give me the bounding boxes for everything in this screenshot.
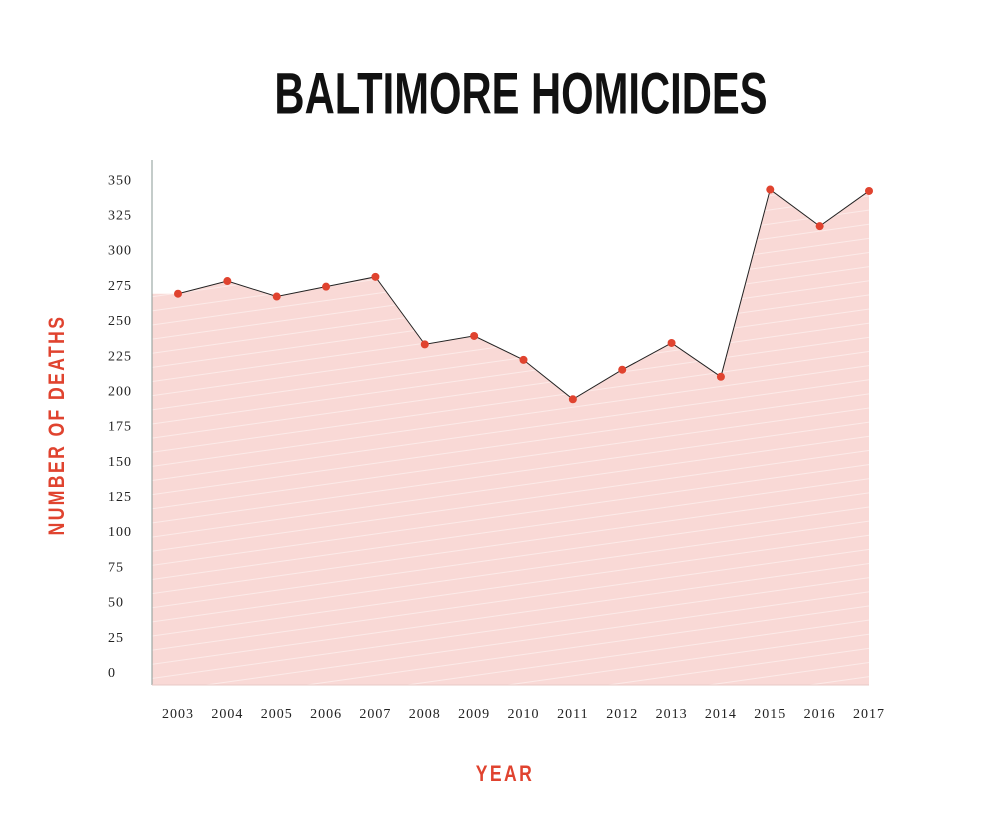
point: [568, 395, 577, 404]
x-tick-label: 2004: [211, 707, 243, 722]
point: [272, 292, 281, 301]
x-tick-label: 2008: [409, 707, 441, 722]
x-tick-label: 2013: [656, 707, 688, 722]
y-tick-label: 150: [108, 455, 132, 470]
point: [420, 340, 429, 349]
point: [815, 222, 824, 231]
y-tick-label: 275: [108, 279, 132, 294]
point: [716, 372, 725, 381]
y-tick-label: 250: [108, 314, 132, 329]
x-tick-label: 2012: [606, 707, 638, 722]
point: [865, 186, 873, 195]
point: [223, 277, 232, 286]
y-tick-label: 125: [108, 490, 132, 505]
y-axis-label: NUMBER OF DEATHS: [45, 315, 69, 536]
x-tick-label: 2016: [804, 707, 836, 722]
x-tick-label: 2010: [508, 707, 540, 722]
y-tick-label: 300: [108, 244, 132, 259]
point: [766, 185, 775, 194]
y-tick-label: 25: [108, 631, 124, 646]
y-tick-label: 175: [108, 420, 132, 435]
point: [618, 365, 627, 374]
x-tick-label: 2011: [557, 707, 588, 722]
x-tick-label: 2007: [359, 707, 391, 722]
y-tick-label: 225: [108, 349, 132, 364]
y-tick-label: 200: [108, 384, 132, 399]
chart-title: BALTIMORE HOMICIDES: [274, 61, 767, 126]
x-tick-label: 2009: [458, 707, 490, 722]
x-tick-label: 2017: [853, 707, 885, 722]
point: [470, 331, 479, 340]
y-tick-label: 325: [108, 209, 132, 224]
x-tick-label: 2014: [705, 707, 737, 722]
x-tick-label: 2015: [754, 707, 786, 722]
y-tick-label: 50: [108, 596, 124, 611]
point: [174, 289, 182, 298]
point: [371, 272, 380, 281]
point: [322, 282, 331, 291]
x-tick-label: 2005: [261, 707, 293, 722]
y-tick-label: 75: [108, 560, 124, 575]
y-tick-label: 0: [108, 666, 116, 681]
point: [667, 338, 676, 347]
x-tick-label: 2003: [162, 707, 194, 722]
area-texture: [152, 189, 869, 685]
point: [519, 355, 528, 364]
y-tick-label: 350: [108, 173, 132, 188]
y-tick-label: 100: [108, 525, 132, 540]
x-axis-label: YEAR: [476, 762, 534, 786]
x-tick-label: 2006: [310, 707, 342, 722]
